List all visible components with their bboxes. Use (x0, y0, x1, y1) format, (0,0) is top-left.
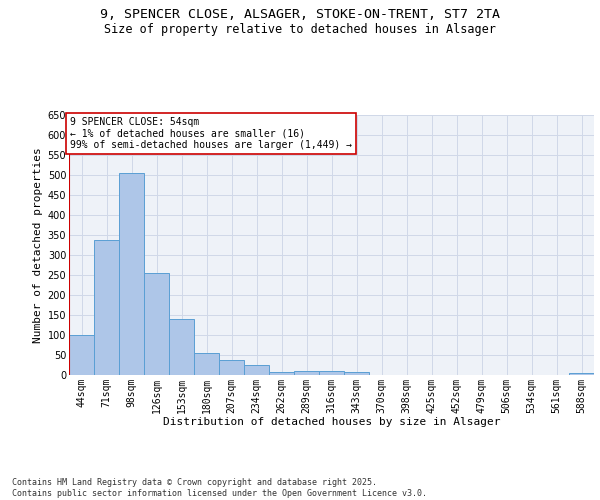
Text: 9, SPENCER CLOSE, ALSAGER, STOKE-ON-TRENT, ST7 2TA: 9, SPENCER CLOSE, ALSAGER, STOKE-ON-TREN… (100, 8, 500, 20)
Text: Size of property relative to detached houses in Alsager: Size of property relative to detached ho… (104, 22, 496, 36)
Bar (119, 172, 144, 375)
Text: 9 SPENCER CLOSE: 54sqm
← 1% of detached houses are smaller (16)
99% of semi-deta: 9 SPENCER CLOSE: 54sqm ← 1% of detached … (70, 117, 352, 150)
Bar (344, 372, 369, 375)
Bar (219, 360, 244, 375)
Bar (194, 354, 219, 375)
Bar (319, 371, 344, 375)
Text: Contains HM Land Registry data © Crown copyright and database right 2025.
Contai: Contains HM Land Registry data © Crown c… (12, 478, 427, 498)
Bar (269, 372, 294, 375)
Bar (569, 373, 594, 375)
Bar (94, 240, 119, 375)
X-axis label: Distribution of detached houses by size in Alsager: Distribution of detached houses by size … (163, 417, 500, 427)
Bar (244, 365, 269, 375)
Bar (169, 319, 194, 375)
Bar (69, 335, 94, 375)
Bar (144, 273, 169, 375)
Y-axis label: Number of detached properties: Number of detached properties (34, 147, 43, 343)
Bar (294, 371, 319, 375)
